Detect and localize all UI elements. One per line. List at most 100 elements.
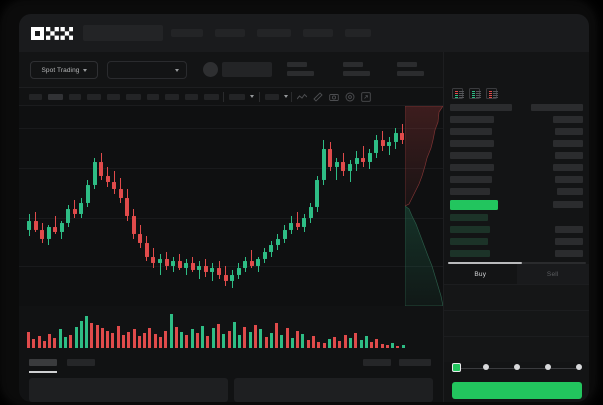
candle-body	[59, 222, 64, 232]
volume-bar	[58, 329, 62, 348]
market-type-label: Spot Trading	[41, 66, 80, 74]
nav-item-1[interactable]	[171, 29, 203, 37]
indicator-dropdown[interactable]	[229, 94, 245, 100]
candle-body	[217, 267, 221, 275]
slider-stop-50[interactable]	[514, 364, 520, 370]
candle-body	[295, 222, 300, 228]
price-chart[interactable]	[19, 106, 443, 306]
volume-bar	[333, 336, 337, 348]
candle-body	[46, 227, 51, 239]
orders-panel-left[interactable]	[29, 378, 228, 402]
slider-stop-75[interactable]	[545, 364, 551, 370]
tab-hide-other[interactable]	[399, 359, 431, 366]
candle-body	[302, 218, 307, 228]
slider-handle[interactable]	[452, 363, 461, 372]
timeframe-chip-2[interactable]	[69, 94, 81, 100]
chart-gridline-1	[19, 168, 443, 169]
orders-panels	[19, 378, 443, 402]
active-tab-underline	[29, 371, 57, 373]
volume-bar	[48, 333, 52, 348]
stat-24h-low	[397, 62, 424, 76]
volume-bar	[385, 344, 389, 348]
tab-buy[interactable]: Buy	[444, 264, 517, 284]
candle-body	[328, 148, 333, 167]
orderbook-scrollbar[interactable]	[448, 262, 586, 264]
candle-body	[321, 148, 326, 181]
orderbook-ask-total	[557, 188, 583, 195]
tab-sell[interactable]: Sell	[516, 264, 589, 284]
orderbook-bid-amount[interactable]	[450, 214, 488, 221]
orderbook-layout-asks-icon[interactable]	[486, 88, 498, 99]
orderbook-scrollbar-thumb[interactable]	[448, 262, 522, 264]
candle-body	[367, 153, 372, 163]
nav-item-2[interactable]	[215, 29, 245, 37]
candle-body	[66, 209, 71, 223]
orderbook-layout-both-icon[interactable]	[452, 88, 464, 99]
chevron-down-icon	[250, 95, 254, 98]
tab-filter[interactable]	[363, 359, 391, 366]
volume-bar	[359, 339, 363, 348]
stat-label	[397, 62, 417, 67]
candlestick-series	[27, 106, 407, 306]
orderbook-layout-bids-icon[interactable]	[469, 88, 481, 99]
trade-side-tabs: Buy Sell	[444, 264, 589, 284]
chart-type-dropdown[interactable]	[265, 94, 279, 100]
tab-sell-label: Sell	[546, 270, 559, 278]
volume-bar	[243, 327, 247, 348]
volume-bar	[259, 329, 263, 348]
amount-percent-slider[interactable]	[452, 363, 582, 374]
candle-body	[53, 227, 58, 232]
settings-icon[interactable]	[345, 92, 355, 102]
nav-item-5[interactable]	[345, 29, 371, 37]
volume-bar	[232, 322, 236, 348]
nav-item-3[interactable]	[257, 29, 291, 37]
fullscreen-icon[interactable]	[361, 92, 371, 102]
amount-input[interactable]	[444, 310, 589, 336]
candle-body	[393, 132, 398, 142]
timeframe-chip-3[interactable]	[87, 94, 101, 100]
total-input[interactable]	[444, 336, 589, 362]
okx-logo-icon[interactable]	[31, 26, 73, 40]
timeframe-chip-8[interactable]	[185, 94, 198, 100]
orderbook-layout-toggle	[452, 88, 498, 99]
orderbook-spread-total	[553, 201, 583, 208]
timeframe-chip-7[interactable]	[165, 94, 179, 100]
orderbook-spread-price	[450, 200, 498, 210]
candle-body	[256, 258, 261, 266]
search-input[interactable]	[83, 25, 163, 41]
volume-bar	[290, 337, 294, 348]
orderbook-bid-amount[interactable]	[450, 238, 488, 245]
camera-icon[interactable]	[329, 92, 339, 102]
stat-value	[397, 71, 424, 76]
timeframe-chip-6[interactable]	[147, 94, 159, 100]
nav-item-4[interactable]	[303, 29, 333, 37]
line-chart-icon[interactable]	[297, 92, 307, 102]
orderbook-bid-amount[interactable]	[450, 226, 490, 233]
candle-body	[315, 180, 320, 208]
slider-stop-25[interactable]	[483, 364, 489, 370]
timeframe-chip-9[interactable]	[204, 94, 219, 100]
stat-24h-high	[343, 62, 370, 76]
buy-submit-button[interactable]	[452, 382, 582, 399]
orderbook-bid-amount[interactable]	[450, 250, 490, 257]
volume-bar	[396, 345, 400, 348]
orderbook[interactable]	[444, 104, 589, 264]
candle-wick	[336, 157, 338, 181]
timeframe-chip-5[interactable]	[126, 94, 141, 100]
timeframe-chip-4[interactable]	[107, 94, 120, 100]
slider-stop-100[interactable]	[576, 364, 582, 370]
volume-bar	[132, 329, 136, 348]
tab-open-orders[interactable]	[29, 359, 57, 366]
timeframe-chip-0[interactable]	[29, 94, 42, 100]
candle-body	[112, 182, 117, 190]
timeframe-chip-1[interactable]	[48, 94, 63, 100]
price-input[interactable]	[444, 284, 589, 310]
market-type-select[interactable]: Spot Trading	[30, 61, 98, 79]
volume-bar	[248, 331, 252, 348]
symbol-select[interactable]	[107, 61, 187, 79]
orders-panel-right[interactable]	[234, 378, 433, 402]
orderbook-ask-amount	[450, 164, 494, 171]
candle-body	[236, 267, 241, 275]
ruler-icon[interactable]	[313, 92, 323, 102]
tab-order-history[interactable]	[67, 359, 95, 366]
